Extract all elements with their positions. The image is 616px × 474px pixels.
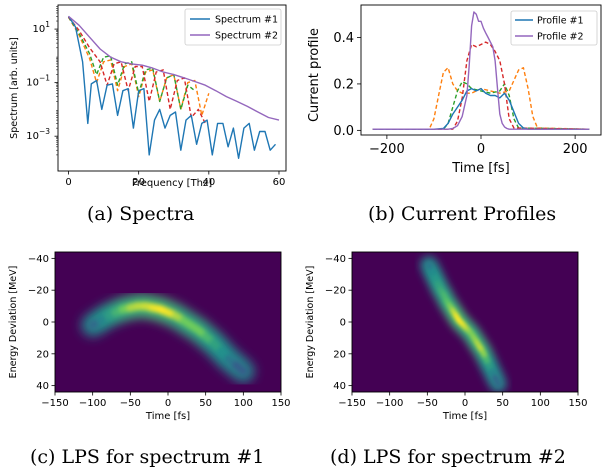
y-tick-label: −20 [28,286,49,297]
dashed-series-line [372,66,590,130]
series-line-spectrum-2 [68,15,280,121]
profile-lines [372,11,590,130]
spectra-lines [67,15,280,160]
x-tick-label: 0 [65,177,71,188]
x-tick-label: 0 [462,398,468,409]
x-tick-label: −150 [41,398,68,409]
x-tick-label: 40 [202,177,215,188]
spectra-chart: 0 20 40 60 101 10−1 10−3 Frequency [Thz] Sp… [9,4,287,189]
x-tick-label: 100 [531,398,550,409]
heatmap-beam [419,255,508,392]
dashed-series-line [372,41,590,130]
beam-core [88,302,248,376]
lps1-ylabel: Energy Deviation [MeV] [8,266,19,379]
x-tick-label: −100 [376,398,403,409]
y-tick-label: 101 [32,20,50,35]
beam-core [425,261,502,388]
spectra-y-ticks: 101 10−1 10−3 [26,6,58,156]
svg-text:10−1: 10−1 [26,74,50,89]
y-tick-label: −20 [325,286,346,297]
x-tick-label: 20 [132,177,145,188]
legend-label-spectrum-2: Spectrum #2 [215,31,278,42]
spectra-x-ticks: 0 20 40 60 [65,171,285,188]
legend-label-profile-2: Profile #2 [537,32,584,43]
x-tick-label: −50 [120,398,141,409]
lps2-y-ticks: −40 −20 0 20 40 [325,254,352,392]
y-tick-label: 0.0 [333,124,354,139]
lps-heatmap-spectrum-1: −150 −100 −50 0 50 100 150 −40 −20 0 20 40 Time [f… [8,251,291,422]
caption-d: (d) LPS for spectrum #2 [330,446,566,468]
spectra-xlabel: Frequency [Thz] [132,178,212,189]
y-tick-label: 10−3 [26,127,50,142]
legend-label-profile-1: Profile #1 [537,16,584,27]
beam-core-segment [231,360,248,376]
lps2-ylabel: Energy Deviation [MeV] [305,266,316,379]
x-tick-label: 150 [568,398,587,409]
x-tick-label: 0 [165,398,171,409]
x-tick-label: −100 [79,398,106,409]
caption-c: (c) LPS for spectrum #1 [30,446,265,468]
lps1-y-ticks: −40 −20 0 20 40 [28,254,55,392]
y-tick-label: 40 [36,381,49,392]
spectra-legend: Spectrum #1 Spectrum #2 [184,8,282,46]
svg-text:101: 101 [32,20,50,35]
svg-text:10−3: 10−3 [26,127,50,142]
x-tick-label: 50 [496,398,509,409]
spectra-ylabel: Spectrum [arb. units] [9,37,20,139]
lps2-xlabel: Time [fs] [442,411,487,422]
x-tick-label: 0 [477,142,485,157]
series-line-spectrum-1 [67,15,277,160]
profiles-xlabel: Time [fs] [451,161,509,176]
heatmap-beam [80,294,256,384]
x-tick-label: 50 [199,398,212,409]
y-tick-label: 20 [333,349,346,360]
current-profiles-chart: −200 0 200 0.0 0.2 0.4 Time [fs] Current pro… [307,4,602,176]
series-line-profile-2 [372,11,590,130]
x-tick-label: 100 [234,398,253,409]
series-line-profile-1 [372,87,590,130]
x-tick-label: −200 [369,142,405,157]
dashed-series-line [67,16,196,111]
lps2-x-ticks: −150 −100 −50 0 50 100 150 [338,392,588,409]
lps1-xlabel: Time [fs] [145,411,190,422]
x-tick-label: 60 [273,177,286,188]
lps-heatmap-spectrum-2: −150 −100 −50 0 50 100 150 −40 −20 0 20 40 Time [f… [305,251,588,422]
y-tick-label: −40 [28,254,49,265]
caption-a: (a) Spectra [87,203,195,225]
x-tick-label: −150 [338,398,365,409]
y-tick-label: 40 [333,381,346,392]
caption-b: (b) Current Profiles [368,203,557,225]
y-tick-label: 0 [43,318,49,329]
y-tick-label: 0.4 [333,31,354,46]
y-tick-label: 20 [36,349,49,360]
y-tick-label: 0.2 [333,77,354,92]
lps1-x-ticks: −150 −100 −50 0 50 100 150 [41,392,291,409]
x-tick-label: 200 [563,142,588,157]
spectra-axes-frame [57,4,287,172]
x-tick-label: −50 [417,398,438,409]
y-tick-label: −40 [325,254,346,265]
y-tick-label: 0 [340,318,346,329]
profiles-y-ticks: 0.0 0.2 0.4 [333,31,361,139]
x-tick-label: 150 [271,398,290,409]
profiles-x-ticks: −200 0 200 [369,135,588,157]
legend-label-spectrum-1: Spectrum #1 [215,15,278,26]
y-tick-label: 10−1 [26,74,50,89]
beam-core-segment [492,374,502,388]
profiles-ylabel: Current profile [307,28,322,122]
profiles-legend: Profile #1 Profile #2 [510,10,598,46]
